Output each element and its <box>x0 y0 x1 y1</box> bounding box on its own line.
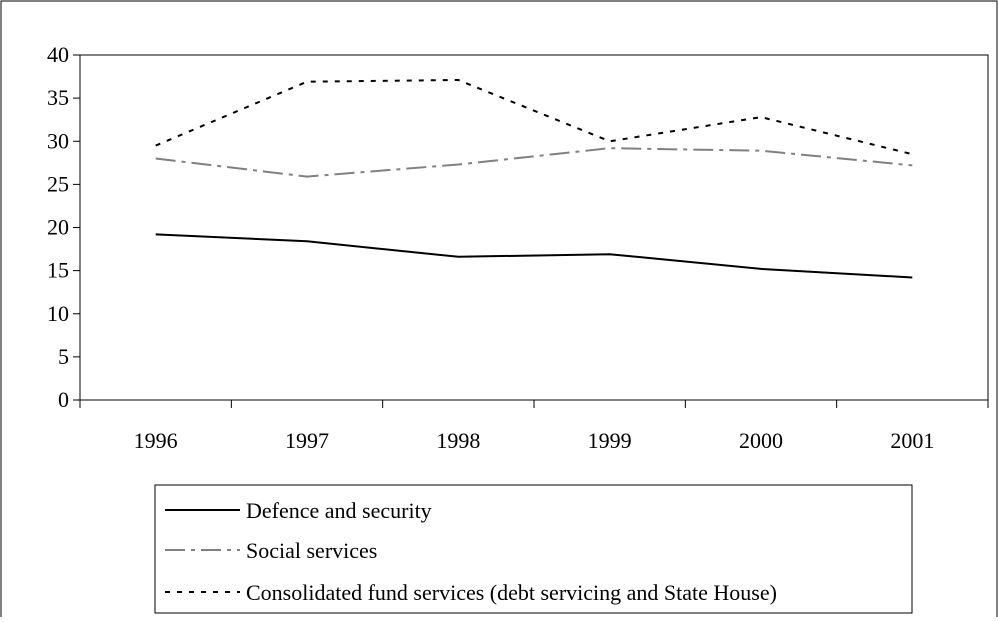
legend-label: Defence and security <box>246 498 432 523</box>
legend-label: Social services <box>246 538 377 563</box>
legend: Defence and security Social services Conso… <box>155 485 912 613</box>
plot-area-frame <box>80 55 988 400</box>
y-tick-label: 25 <box>47 171 69 196</box>
x-tick-label: 1997 <box>285 428 329 453</box>
y-tick-label: 0 <box>58 387 69 412</box>
series-line-1 <box>156 234 913 277</box>
x-axis: 1996 1997 1998 1999 2000 2001 <box>80 400 988 453</box>
x-tick-label: 1998 <box>436 428 480 453</box>
series-line-3 <box>156 80 913 154</box>
y-tick-label: 40 <box>47 42 69 67</box>
y-tick-label: 35 <box>47 85 69 110</box>
y-tick-label: 20 <box>47 215 69 240</box>
x-tick-label: 2000 <box>739 428 783 453</box>
legend-label: Consolidated fund services (debt servici… <box>246 580 777 605</box>
y-tick-label: 30 <box>47 128 69 153</box>
y-tick-label: 15 <box>47 258 69 283</box>
y-tick-label: 5 <box>58 344 69 369</box>
x-tick-label: 2001 <box>890 428 934 453</box>
x-tick-label: 1996 <box>134 428 178 453</box>
series-layer <box>156 80 913 278</box>
x-tick-label: 1999 <box>588 428 632 453</box>
y-axis: 0 5 10 15 20 25 30 35 40 <box>47 42 80 412</box>
y-tick-label: 10 <box>47 301 69 326</box>
series-line-2 <box>156 148 913 176</box>
